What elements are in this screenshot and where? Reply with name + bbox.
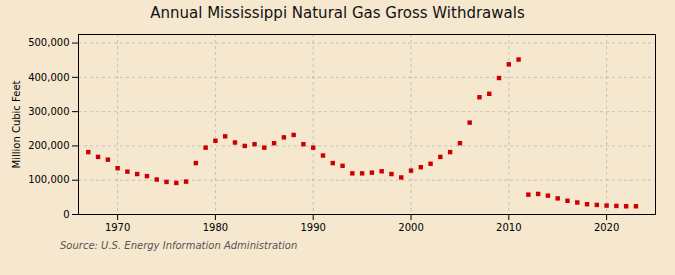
svg-text:100,000: 100,000 [28, 174, 69, 185]
svg-text:500,000: 500,000 [28, 37, 69, 48]
html-text:Source: U.S. Energy Informatio: Source: U.S. Energy Information Administ… [60, 240, 298, 251]
svg-text:2010: 2010 [496, 222, 521, 233]
svg-text:1970: 1970 [105, 222, 130, 233]
svg-text:1980: 1980 [203, 222, 228, 233]
svg-text:2020: 2020 [594, 222, 619, 233]
svg-text:Million Cubic Feet: Million Cubic Feet [11, 80, 22, 168]
svg-text:300,000: 300,000 [28, 106, 69, 117]
svg-text:200,000: 200,000 [28, 140, 69, 151]
svg-text:400,000: 400,000 [28, 72, 69, 83]
svg-text:0: 0 [63, 209, 69, 220]
svg-text:2000: 2000 [398, 222, 423, 233]
html-text:Annual Mississippi Natural Gas: Annual Mississippi Natural Gas Gross Wit… [150, 4, 525, 22]
svg-text:1990: 1990 [300, 222, 325, 233]
